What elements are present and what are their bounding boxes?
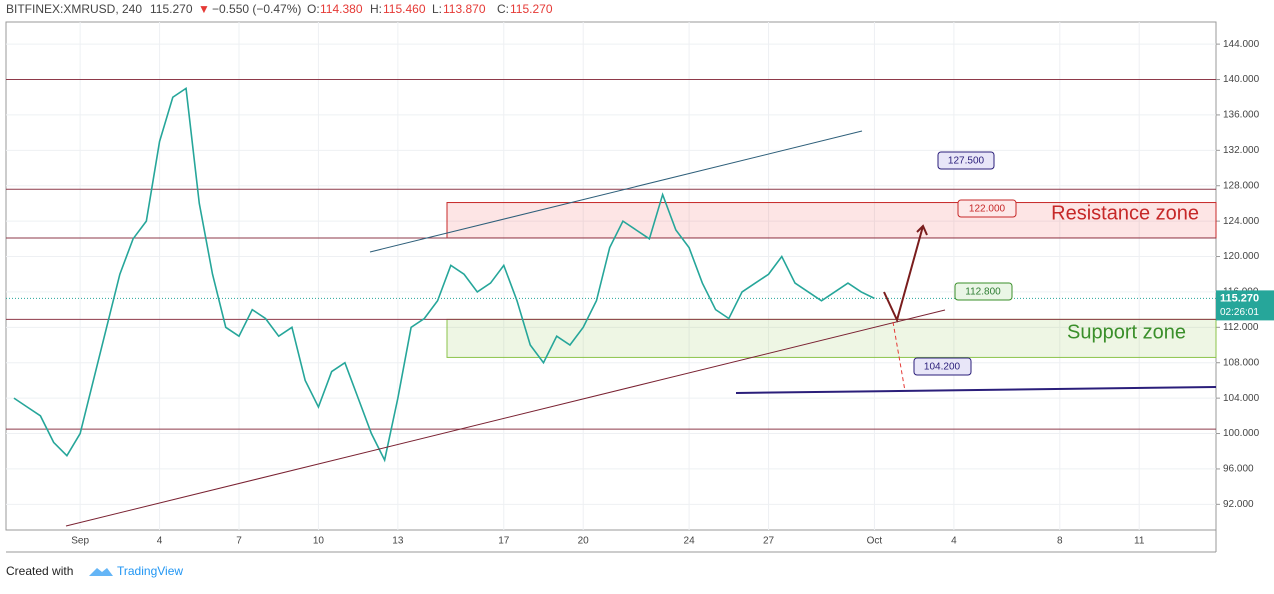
projection-arrow [883, 225, 924, 323]
x-tick-label: 17 [498, 536, 510, 547]
annotation: 122.000 [969, 204, 1006, 215]
label-box [957, 199, 1017, 218]
low: 113.870 [443, 2, 486, 16]
x-tick-label: 11 [1134, 536, 1145, 547]
y-tick-label: 128.000 [1223, 180, 1260, 191]
down-arrow: ▼ [198, 2, 210, 16]
footer-brand[interactable]: TradingView [117, 564, 183, 578]
x-tick-label: 13 [392, 536, 404, 547]
price-line [13, 86, 875, 463]
price-tag-label: 115.270 [1220, 292, 1259, 304]
x-tick-label: 7 [236, 536, 242, 547]
x-tick-label: 27 [763, 536, 775, 547]
x-tick-label: Oct [867, 536, 883, 547]
high: 115.460 [383, 2, 426, 16]
y-tick-label: 104.000 [1223, 393, 1260, 404]
symbol: BITFINEX:XMRUSD, 240 [6, 2, 142, 16]
l-label: L: [432, 2, 442, 16]
y-tick-label: 100.000 [1223, 428, 1260, 439]
label-box [913, 357, 972, 376]
y-tick-label: 112.000 [1223, 322, 1259, 333]
annotation: 112.800 [965, 287, 1001, 298]
y-tick-label: 140.000 [1223, 74, 1260, 85]
y-tick-label: 96.000 [1223, 464, 1254, 475]
close: 115.270 [510, 2, 553, 16]
h-label: H: [370, 2, 382, 16]
countdown: 02:26:01 [1220, 307, 1259, 318]
change: −0.550 (−0.47%) [212, 2, 301, 16]
y-tick-label: 124.000 [1223, 216, 1260, 227]
x-tick-label: 24 [684, 536, 696, 547]
upper-trendline [369, 130, 863, 253]
lower-trendline [65, 309, 946, 527]
x-tick-label: 20 [578, 536, 590, 547]
footer-created: Created with [6, 564, 73, 578]
c-label: C: [497, 2, 509, 16]
y-tick-label: 144.000 [1223, 39, 1260, 50]
arrow-head [916, 224, 928, 236]
y-tick-label: 136.000 [1223, 110, 1260, 121]
x-tick-label: 4 [951, 536, 957, 547]
x-tick-label: 10 [313, 536, 325, 547]
annotation: 127.500 [948, 156, 985, 167]
brand-logo [89, 568, 113, 576]
x-tick-label: 8 [1057, 536, 1063, 547]
open: 114.380 [320, 2, 363, 16]
label-box [937, 151, 995, 170]
y-tick-label: 92.000 [1223, 499, 1254, 510]
resistance-label: Resistance zone [1051, 202, 1199, 224]
label-box [954, 282, 1013, 301]
annotation: 104.200 [924, 362, 961, 373]
x-tick-label: Sep [71, 536, 89, 547]
y-tick-label: 120.000 [1223, 251, 1260, 262]
target-line [735, 386, 1217, 394]
support-label: Support zone [1067, 321, 1186, 343]
last-price: 115.270 [150, 2, 193, 16]
y-tick-label: 108.000 [1223, 357, 1260, 368]
bear-projection [892, 321, 906, 392]
o-label: O: [307, 2, 320, 16]
y-tick-label: 132.000 [1223, 145, 1260, 156]
price-tag [1216, 290, 1274, 321]
resistance-zone [446, 202, 1217, 239]
x-tick-label: 4 [157, 536, 163, 547]
